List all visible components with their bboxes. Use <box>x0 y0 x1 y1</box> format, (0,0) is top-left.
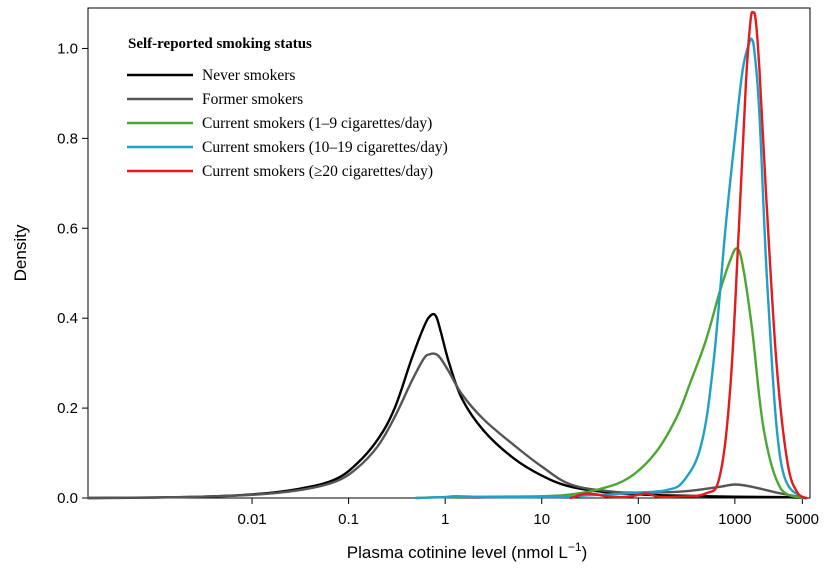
y-tick-label: 0.2 <box>57 400 78 417</box>
y-tick-label: 0.6 <box>57 220 78 237</box>
legend-title: Self-reported smoking status <box>128 36 312 52</box>
x-axis-title-superscript: −1 <box>568 540 582 554</box>
plot-frame <box>87 7 811 499</box>
legend: Self-reported smoking status Never smoke… <box>127 36 448 180</box>
legend-items: Never smokers Former smokers Current smoke… <box>127 67 448 180</box>
x-axis-ticks: 0.01 0.1 1 10 100 1000 5000 <box>237 498 819 528</box>
series-line-4 <box>569 10 808 500</box>
legend-label: Never smokers <box>202 67 295 84</box>
series-line-0 <box>86 312 808 500</box>
x-tick-label: 100 <box>626 511 651 528</box>
series-lines <box>86 10 808 500</box>
legend-label: Current smokers (1–9 cigarettes/day) <box>202 115 432 132</box>
x-tick-label: 1 <box>441 511 449 528</box>
x-tick-label: 1000 <box>718 511 751 528</box>
y-axis-ticks: 0.0 0.2 0.4 0.6 0.8 1.0 <box>57 40 88 507</box>
legend-label: Current smokers (≥20 cigarettes/day) <box>202 163 433 180</box>
y-tick-label: 1.0 <box>57 40 78 57</box>
x-tick-label: 10 <box>533 511 550 528</box>
y-tick-label: 0.0 <box>57 490 78 507</box>
series-line-2 <box>414 247 804 500</box>
x-tick-label: 0.01 <box>237 511 266 528</box>
x-axis-title: Plasma cotinine level (nmol L−1) <box>347 540 587 562</box>
legend-label: Current smokers (10–19 cigarettes/day) <box>202 139 448 156</box>
series-line-1 <box>86 352 808 500</box>
y-axis-title: Density <box>11 224 30 281</box>
x-tick-label: 0.1 <box>338 511 359 528</box>
x-axis-title-main: Plasma cotinine level (nmol L <box>347 543 568 562</box>
y-tick-label: 0.8 <box>57 130 78 147</box>
legend-label: Former smokers <box>202 91 303 108</box>
x-tick-label: 5000 <box>786 511 819 528</box>
x-axis-title-close: ) <box>582 543 588 562</box>
series-line-3 <box>414 37 804 500</box>
y-tick-label: 0.4 <box>57 310 78 327</box>
